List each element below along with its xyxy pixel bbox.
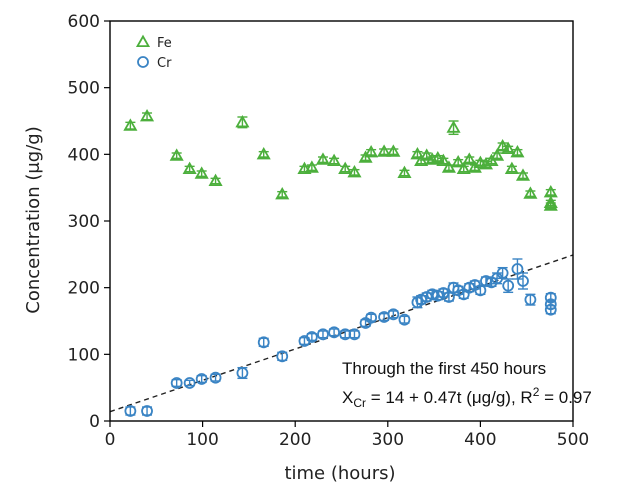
- x-tick-label: 100: [186, 430, 218, 450]
- fe-point: [543, 198, 558, 211]
- cr-point: [496, 267, 509, 279]
- fe-point: [451, 155, 466, 168]
- legend-marker-fe: [135, 34, 151, 48]
- fe-point: [456, 161, 471, 175]
- y-tick-label: 100: [68, 345, 100, 365]
- y-axis-label: Concentration (μg/g): [23, 126, 44, 313]
- fe-point: [194, 166, 209, 179]
- fe-point: [338, 161, 353, 175]
- y-tick-label: 300: [68, 212, 100, 232]
- fe-point: [436, 153, 451, 167]
- x-tick-label: 0: [105, 430, 116, 450]
- fe-point: [235, 115, 250, 128]
- fe-point: [364, 145, 379, 158]
- cr-point: [511, 263, 524, 275]
- cr-point: [305, 331, 318, 343]
- y-tick-label: 0: [89, 412, 100, 432]
- cr-point: [195, 373, 208, 385]
- cr-point: [183, 377, 196, 389]
- annotation-line-1: Through the first 450 hours: [342, 359, 546, 378]
- cr-point: [348, 328, 361, 341]
- fe-point: [208, 173, 223, 187]
- cr-series: [124, 258, 557, 417]
- fe-point: [446, 120, 461, 133]
- fe-point: [515, 168, 531, 181]
- fe-point: [256, 147, 271, 160]
- y-tick-label: 400: [68, 145, 100, 165]
- annotation-suffix: = 0.97: [539, 388, 591, 407]
- fe-point: [386, 144, 401, 157]
- cr-point: [474, 284, 487, 297]
- y-tick-label: 500: [68, 79, 100, 99]
- fe-series: [123, 109, 558, 211]
- cr-point: [544, 303, 557, 316]
- legend-item-cr: Cr: [137, 56, 172, 71]
- fe-point: [501, 141, 516, 155]
- fe-point: [490, 148, 505, 161]
- cr-point: [317, 328, 329, 341]
- x-axis-label: time (hours): [284, 463, 395, 484]
- cr-point: [236, 367, 249, 379]
- legend-marker-cr: [137, 56, 149, 68]
- fe-point: [327, 153, 342, 167]
- legend-item-fe: Fe: [135, 34, 172, 51]
- annotation-mid: = 14 + 0.47t (μg/g), R: [366, 388, 533, 407]
- cr-point: [502, 279, 515, 292]
- cr-point: [170, 377, 183, 389]
- fe-point: [377, 144, 392, 157]
- fe-point: [347, 165, 362, 178]
- fe-point: [275, 187, 290, 200]
- fe-point: [510, 145, 525, 158]
- cr-point: [398, 313, 411, 326]
- cr-point: [141, 405, 153, 417]
- legend-label-cr: Cr: [157, 56, 172, 71]
- y-tick-label: 200: [68, 279, 100, 299]
- annotation-x: X: [342, 388, 353, 407]
- fe-point: [139, 109, 155, 122]
- annotation-sup: 2: [533, 385, 540, 399]
- fe-point: [123, 118, 138, 131]
- fe-point: [297, 161, 312, 175]
- fe-point: [169, 148, 184, 161]
- x-tick-label: 200: [279, 430, 311, 450]
- y-tick-label: 600: [68, 12, 100, 32]
- fe-point: [397, 165, 412, 179]
- fe-point: [182, 161, 197, 175]
- cr-point: [328, 326, 340, 339]
- fit-annotation: Through the first 450 hours XCr = 14 + 0…: [342, 359, 592, 410]
- cr-point: [524, 293, 537, 306]
- cr-point: [124, 405, 137, 417]
- cr-point: [276, 350, 289, 363]
- x-tick-label: 500: [557, 430, 589, 450]
- legend: Fe Cr: [135, 34, 172, 71]
- cr-point: [365, 311, 378, 324]
- legend-label-fe: Fe: [157, 36, 172, 51]
- cr-point: [257, 336, 270, 349]
- x-tick-label: 400: [464, 430, 496, 450]
- fe-point: [419, 148, 434, 161]
- x-tick-label: 300: [372, 430, 404, 450]
- cr-point: [387, 308, 400, 321]
- axes: 0 100 200 300 400 500 0 100 200 300 400 500 600: [68, 12, 590, 450]
- annotation-sub: Cr: [353, 396, 366, 410]
- fe-point: [504, 161, 519, 175]
- fe-point: [304, 160, 319, 173]
- cr-point: [209, 371, 222, 384]
- annotation-line-2: XCr = 14 + 0.47t (μg/g), R2 = 0.97: [342, 385, 592, 410]
- cr-point: [517, 275, 529, 287]
- fe-point: [462, 152, 477, 165]
- fe-point: [315, 152, 331, 165]
- fe-point: [523, 186, 538, 199]
